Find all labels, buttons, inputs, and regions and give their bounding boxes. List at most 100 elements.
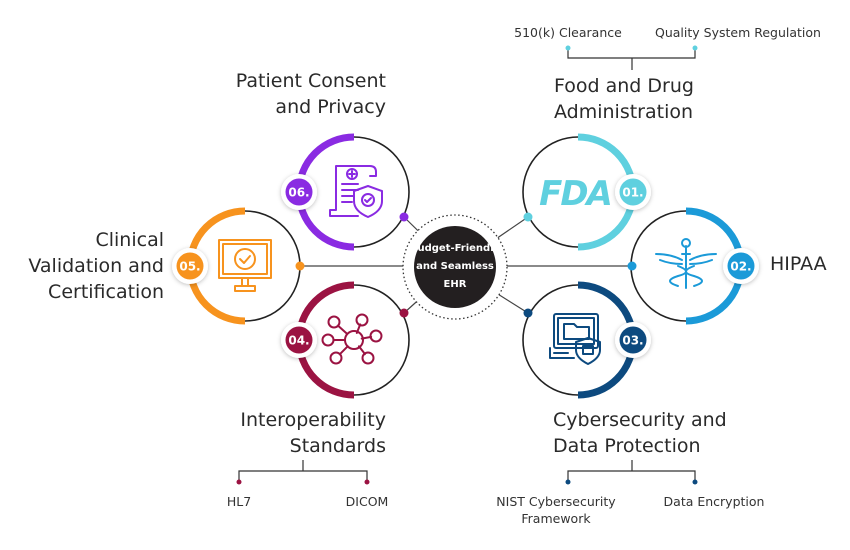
title-line: Interoperability: [240, 409, 386, 431]
icon-stroke: [234, 285, 256, 292]
icon-stroke: [327, 315, 341, 329]
bracket-line: [567, 48, 696, 70]
subitem-nist: NIST Cybersecurity Framework: [496, 494, 616, 526]
icon-stroke: [361, 193, 375, 207]
title-patient-consent: Patient Consent and Privacy: [150, 68, 386, 120]
icon-stroke: [337, 324, 348, 335]
title-line: Validation and: [28, 255, 164, 277]
subitem-510k: 510(k) Clearance: [514, 25, 622, 40]
item-circle-1: 01. FDA: [522, 133, 651, 251]
title-clinical-validation: Clinical Validation and Certification: [0, 227, 164, 305]
title-hipaa: HIPAA: [770, 251, 827, 277]
connector-dot: [295, 261, 305, 271]
icon-stroke: [234, 248, 256, 270]
bracket-line: [567, 460, 696, 482]
item-circle-4: 04.: [281, 281, 410, 399]
title-interoperability: Interoperability Standards: [150, 407, 386, 459]
connector-dot: [399, 308, 409, 318]
title-line: Data Protection: [553, 435, 701, 457]
center-hub: [402, 214, 508, 320]
number-badge-text: 03.: [622, 334, 643, 348]
icon-stroke: [355, 323, 362, 334]
item-circle-6: 06.: [281, 133, 410, 251]
number-badge-text: 04.: [288, 334, 309, 348]
bracket-dot: [236, 479, 242, 485]
fda-logo-icon: FDA: [539, 174, 613, 214]
number-badge: [285, 178, 313, 206]
icon-stroke: [239, 255, 251, 287]
icon-stroke: [364, 197, 372, 203]
title-line: Cybersecurity and: [553, 409, 727, 431]
number-badge-text: 01.: [622, 186, 643, 200]
bracket-dot: [565, 479, 571, 485]
icon-stroke: [361, 351, 375, 365]
bracket-dot: [692, 45, 698, 51]
bracket-dot: [565, 45, 571, 51]
bracket-dot: [692, 479, 698, 485]
document-shield-icon: [329, 165, 383, 218]
connector-dot: [523, 212, 533, 222]
interop-subitems-tree: [236, 460, 370, 485]
icon-stroke: [355, 313, 369, 327]
icon-stroke: [348, 170, 356, 178]
icon-stroke: [655, 253, 717, 265]
number-badge-text: 02.: [730, 260, 751, 274]
number-badge: [285, 326, 313, 354]
title-cybersecurity: Cybersecurity and Data Protection: [553, 407, 727, 459]
center-circle: [414, 226, 496, 308]
number-badge-text: 05.: [179, 260, 200, 274]
title-line: Standards: [289, 435, 386, 457]
monitor-check-icon: [218, 239, 272, 292]
bracket-dot: [364, 479, 370, 485]
icon-stroke: [218, 239, 272, 279]
title-line: Food and Drug: [554, 75, 694, 97]
center-line: and Seamless: [416, 261, 494, 272]
cyber-subitems-tree: [565, 460, 698, 485]
icon-stroke: [353, 185, 383, 218]
item-circle-5: 05.: [172, 207, 305, 325]
fda-logo-text: FDA: [539, 174, 611, 214]
subitem-encryption: Data Encryption: [663, 494, 765, 509]
network-nodes-icon: [321, 313, 383, 365]
subitem-dicom: DICOM: [345, 494, 389, 509]
connector-dot: [399, 212, 409, 222]
icon-stroke: [357, 345, 366, 356]
fda-subitems-tree: [565, 45, 698, 70]
number-badge: [619, 326, 647, 354]
icon-stroke: [329, 165, 377, 217]
title-line: Administration: [554, 101, 694, 123]
title-line: Patient Consent: [235, 70, 386, 92]
icon-stroke: [338, 345, 349, 356]
center-line: Budget-Friendly: [409, 243, 501, 254]
number-badge: [176, 252, 204, 280]
caduceus-icon: [655, 238, 717, 289]
icon-stroke: [549, 323, 590, 359]
number-badge: [727, 252, 755, 280]
icon-stroke: [329, 351, 343, 365]
secure-computer-icon: [549, 313, 601, 365]
center-line: EHR: [443, 279, 467, 290]
subitem-qsr: Quality System Regulation: [655, 25, 821, 40]
icon-stroke: [669, 265, 703, 287]
number-badge-text: 06.: [288, 186, 309, 200]
item-circle-2: 02.: [627, 207, 759, 325]
subitem-hl7: HL7: [226, 494, 252, 509]
icon-stroke: [222, 243, 268, 275]
icon-stroke: [681, 238, 691, 248]
icon-stroke: [360, 335, 373, 340]
title-line: and Privacy: [275, 96, 386, 118]
connector-dot: [523, 308, 533, 318]
icon-stroke: [346, 168, 358, 180]
title-line: HIPAA: [770, 253, 827, 275]
item-circle-3: 03.: [522, 281, 651, 399]
bracket-line: [238, 460, 368, 482]
number-badge: [619, 178, 647, 206]
title-fda: Food and Drug Administration: [554, 73, 694, 125]
icon-stroke: [582, 345, 594, 355]
title-line: Certification: [48, 281, 164, 303]
center-label: Budget-Friendly and Seamless EHR: [405, 240, 505, 294]
title-line: Clinical: [95, 229, 164, 251]
connector-dot: [627, 261, 637, 271]
icon-stroke: [575, 337, 601, 365]
